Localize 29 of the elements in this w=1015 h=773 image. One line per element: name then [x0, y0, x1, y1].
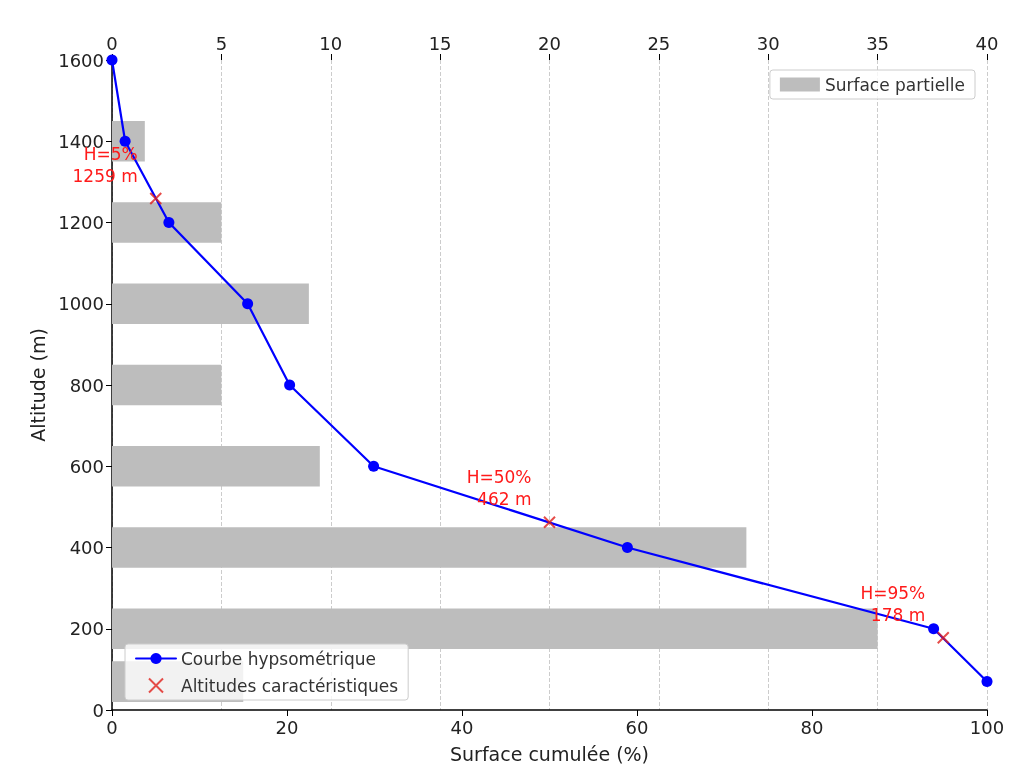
x-tick-label: 60: [625, 716, 649, 738]
y-tick-label: 0: [92, 699, 104, 721]
x2-tick-label: 30: [756, 32, 780, 54]
annotation: H=50% 462 m: [466, 467, 532, 510]
x-tick-label: 80: [800, 716, 824, 738]
x2-tick-label: 15: [428, 32, 452, 54]
legend-label: Surface partielle: [824, 74, 966, 95]
x2-tick-label: 5: [215, 32, 228, 54]
x-tick-label: 40: [450, 716, 474, 738]
y-tick-label: 1600: [58, 49, 104, 71]
y-tick-label: 200: [69, 618, 104, 640]
y-tick-label: 800: [69, 374, 104, 396]
x2-tick-label: 35: [866, 32, 890, 54]
x2-tick-label: 20: [538, 32, 561, 54]
y-tick-label: 1200: [58, 212, 104, 233]
x2-tick-label: 0: [106, 32, 118, 54]
y-tick-label: 600: [69, 455, 104, 477]
y-tick-label: 400: [69, 537, 104, 558]
legend-label: Altitudes caractéristiques: [181, 675, 399, 696]
x2-tick-label: 40: [975, 32, 999, 54]
y-axis-title: Altitude (m): [26, 328, 49, 442]
y-tick-label: 1000: [58, 293, 104, 315]
x-tick-label: 0: [106, 716, 118, 738]
x2-tick-label: 10: [319, 32, 343, 54]
x-axis-title: Surface cumulée (%): [449, 742, 650, 765]
legend-label: Courbe hypsométrique: [181, 648, 376, 669]
x-tick-label: 20: [275, 716, 299, 738]
x-tick-label: 100: [969, 716, 1005, 738]
x2-tick-label: 25: [647, 32, 671, 54]
